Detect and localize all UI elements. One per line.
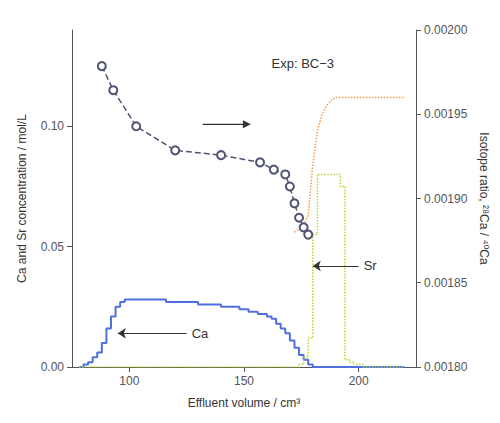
- svg-text:Ca: Ca: [192, 326, 209, 341]
- svg-text:0.00180: 0.00180: [424, 360, 468, 374]
- svg-text:100: 100: [119, 374, 139, 388]
- svg-text:Isotope ratio, ²⁸Ca / ⁴⁰Ca: Isotope ratio, ²⁸Ca / ⁴⁰Ca: [477, 132, 491, 265]
- svg-text:0.00185: 0.00185: [424, 276, 468, 290]
- svg-text:200: 200: [349, 374, 369, 388]
- svg-text:0.05: 0.05: [41, 240, 65, 254]
- svg-text:0.00195: 0.00195: [424, 107, 468, 121]
- svg-text:0.00: 0.00: [41, 360, 65, 374]
- svg-text:Sr: Sr: [364, 258, 378, 273]
- svg-text:0.00200: 0.00200: [424, 23, 468, 37]
- svg-text:0.00190: 0.00190: [424, 192, 468, 206]
- svg-text:Ca and Sr concentration / mol/: Ca and Sr concentration / mol/L: [15, 114, 29, 283]
- svg-text:150: 150: [234, 374, 254, 388]
- svg-text:Exp: BC−3: Exp: BC−3: [272, 56, 335, 71]
- svg-text:Effluent volume / cm³: Effluent volume / cm³: [188, 396, 301, 410]
- svg-text:0.10: 0.10: [41, 119, 65, 133]
